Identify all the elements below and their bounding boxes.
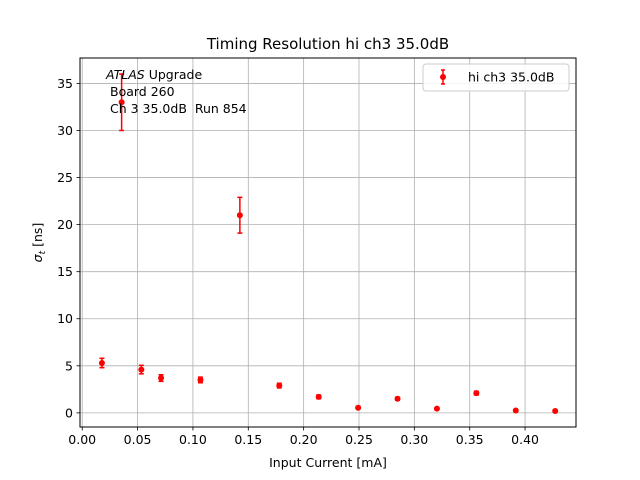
x-tick-label: 0.20 [290,432,318,447]
data-point [394,395,401,402]
x-tick-label: 0.00 [68,432,96,447]
x-tick-label: 0.40 [511,432,539,447]
annotation-line-2: Board 260 [110,84,175,99]
x-tick-label: 0.10 [179,432,207,447]
y-tick-label: 15 [57,264,73,279]
data-point [158,375,165,382]
data-point [197,376,204,383]
data-point [512,407,519,414]
y-tick-label: 0 [65,405,73,420]
y-tick-label: 25 [57,170,73,185]
data-point [355,404,362,411]
x-tick-label: 0.35 [456,432,484,447]
chart-title: Timing Resolution hi ch3 35.0dB [206,35,449,53]
plot-frame [79,57,577,428]
x-axis-label: Input Current [mA] [269,455,387,470]
annotation-line-3: Ch 3 35.0dB Run 854 [110,101,247,116]
data-point [315,393,322,400]
atlas-label: ATLAS [105,67,145,82]
x-tick-label: 0.15 [234,432,262,447]
data-point [138,366,145,373]
y-tick-label: 20 [57,217,73,232]
legend: hi ch3 35.0dB [422,63,570,92]
y-axis-label-subscript: t [38,250,48,254]
data-point [433,405,440,412]
y-tick-label: 35 [57,76,73,91]
y-tick-label: 10 [57,311,73,326]
x-tick-label: 0.30 [400,432,428,447]
x-tick-label: 0.25 [345,432,373,447]
legend-marker [440,74,446,80]
legend-box [422,63,570,92]
y-tick-label: 5 [65,358,73,373]
data-layer [98,73,559,414]
data-point [276,382,283,389]
y-axis-label: σt [ns] [30,223,48,263]
tick-layer: 0.00 0.05 0.10 0.15 0.20 0.25 0.30 0.35 0.40 0 5 10… [57,76,539,447]
data-point [98,359,105,366]
data-point [118,99,125,106]
legend-label: hi ch3 35.0dB [468,70,554,85]
y-axis-label-symbol: σ [30,253,45,262]
atlas-annotation: ATLAS Upgrade Board 260 Ch 3 35.0dB Run … [105,67,247,116]
y-axis-label-unit: [ns] [30,223,45,251]
upgrade-label: Upgrade [145,67,203,82]
x-tick-label: 0.05 [124,432,152,447]
data-point [552,407,559,414]
data-point [236,212,243,219]
grid-layer [80,58,576,427]
data-point [473,390,480,397]
y-tick-label: 30 [57,123,73,138]
annotation-line-1: ATLAS Upgrade [105,67,202,82]
